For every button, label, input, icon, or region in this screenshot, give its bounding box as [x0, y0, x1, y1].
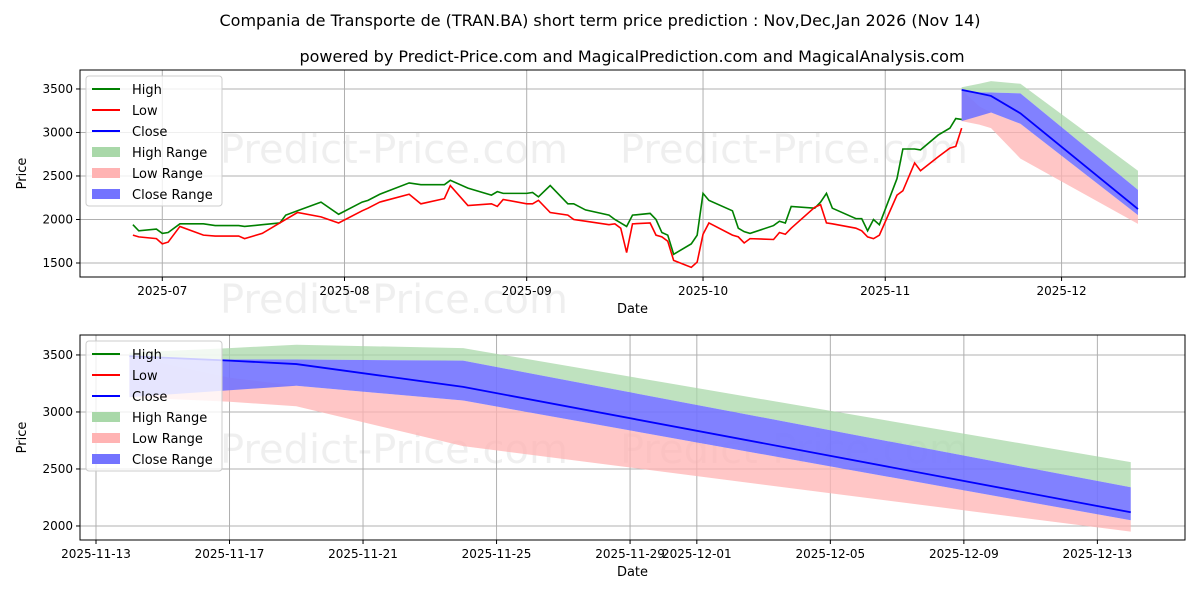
bottom-chart: Predict-Price.comPredict-Price.com200025… [15, 334, 1186, 580]
x-tick-label: 2025-07 [137, 284, 187, 298]
x-tick-label: 2025-12-09 [929, 547, 999, 561]
y-tick-label: 2000 [42, 212, 73, 226]
y-axis-label: Price [15, 158, 30, 190]
legend-label: High [132, 348, 162, 363]
y-tick-label: 2000 [42, 519, 73, 533]
x-tick-label: 2025-12 [1036, 284, 1086, 298]
chart-title: Compania de Transporte de (TRAN.BA) shor… [220, 11, 981, 30]
legend-label: Low Range [132, 432, 203, 447]
close-range-band [961, 89, 1138, 216]
x-tick-label: 2025-11-25 [462, 547, 532, 561]
x-tick-label: 2025-12-05 [795, 547, 865, 561]
chart-subtitle: powered by Predict-Price.com and Magical… [299, 47, 964, 66]
watermark: Predict-Price.com [620, 127, 968, 173]
x-tick-label: 2025-11-17 [195, 547, 265, 561]
legend: High Low Close High Range Low Range Close Ran… [85, 75, 223, 207]
low-line [132, 127, 963, 269]
high-range-band [961, 81, 1138, 190]
watermark: Predict-Price.com [220, 127, 568, 173]
x-tick-label: 2025-12-13 [1063, 547, 1133, 561]
x-tick-label: 2025-08 [319, 284, 369, 298]
x-tick-label: 2025-09 [502, 284, 552, 298]
x-tick-label: 2025-12-01 [662, 547, 732, 561]
legend-label: Low [132, 104, 158, 119]
low-range-band [961, 89, 1138, 224]
legend-label: Close [132, 390, 167, 405]
top-chart: Predict-Price.com Predict-Price.com Predic… [15, 69, 1186, 323]
high-range-band [129, 344, 1131, 488]
watermark: Predict-Price.com [220, 277, 568, 323]
x-tick-label: 2025-11-29 [595, 547, 665, 561]
legend-label: High Range [132, 411, 207, 426]
legend-label: Close Range [132, 453, 213, 468]
axes-frame [79, 69, 1186, 278]
legend: High Low Close High Range Low Range Close Ran… [85, 340, 223, 472]
close-range-band [129, 356, 1131, 521]
legend-swatch-close-range [92, 189, 120, 199]
x-axis-label: Date [617, 565, 648, 580]
x-tick-label: 2025-11-21 [328, 547, 398, 561]
legend-swatch-close-range [92, 454, 120, 464]
legend-label: Close [132, 125, 167, 140]
y-tick-label: 2500 [42, 169, 73, 183]
x-tick-label: 2025-11-13 [61, 547, 131, 561]
legend-label: Low [132, 369, 158, 384]
y-tick-label: 3000 [42, 405, 73, 419]
plot-area [132, 81, 1139, 269]
y-tick-label: 3500 [42, 82, 73, 96]
y-tick-label: 3000 [42, 125, 73, 139]
x-axis-label: Date [617, 302, 648, 317]
legend-swatch-low-range [92, 433, 120, 443]
y-axis-label: Price [15, 422, 30, 454]
legend-swatch-high-range [92, 412, 120, 422]
high-line [132, 117, 962, 256]
x-tick-label: 2025-11 [860, 284, 910, 298]
low-range-band [129, 356, 1131, 532]
legend-swatch-high-range [92, 147, 120, 157]
legend-label: High Range [132, 146, 207, 161]
legend-swatch-low-range [92, 168, 120, 178]
x-tick-label: 2025-10 [678, 284, 728, 298]
axes-frame [79, 334, 1186, 541]
y-tick-label: 2500 [42, 462, 73, 476]
close-line [961, 88, 1139, 210]
y-tick-label: 1500 [42, 256, 73, 270]
legend-label: Close Range [132, 188, 213, 203]
y-tick-label: 3500 [42, 348, 73, 362]
legend-label: Low Range [132, 167, 203, 182]
legend-label: High [132, 83, 162, 98]
